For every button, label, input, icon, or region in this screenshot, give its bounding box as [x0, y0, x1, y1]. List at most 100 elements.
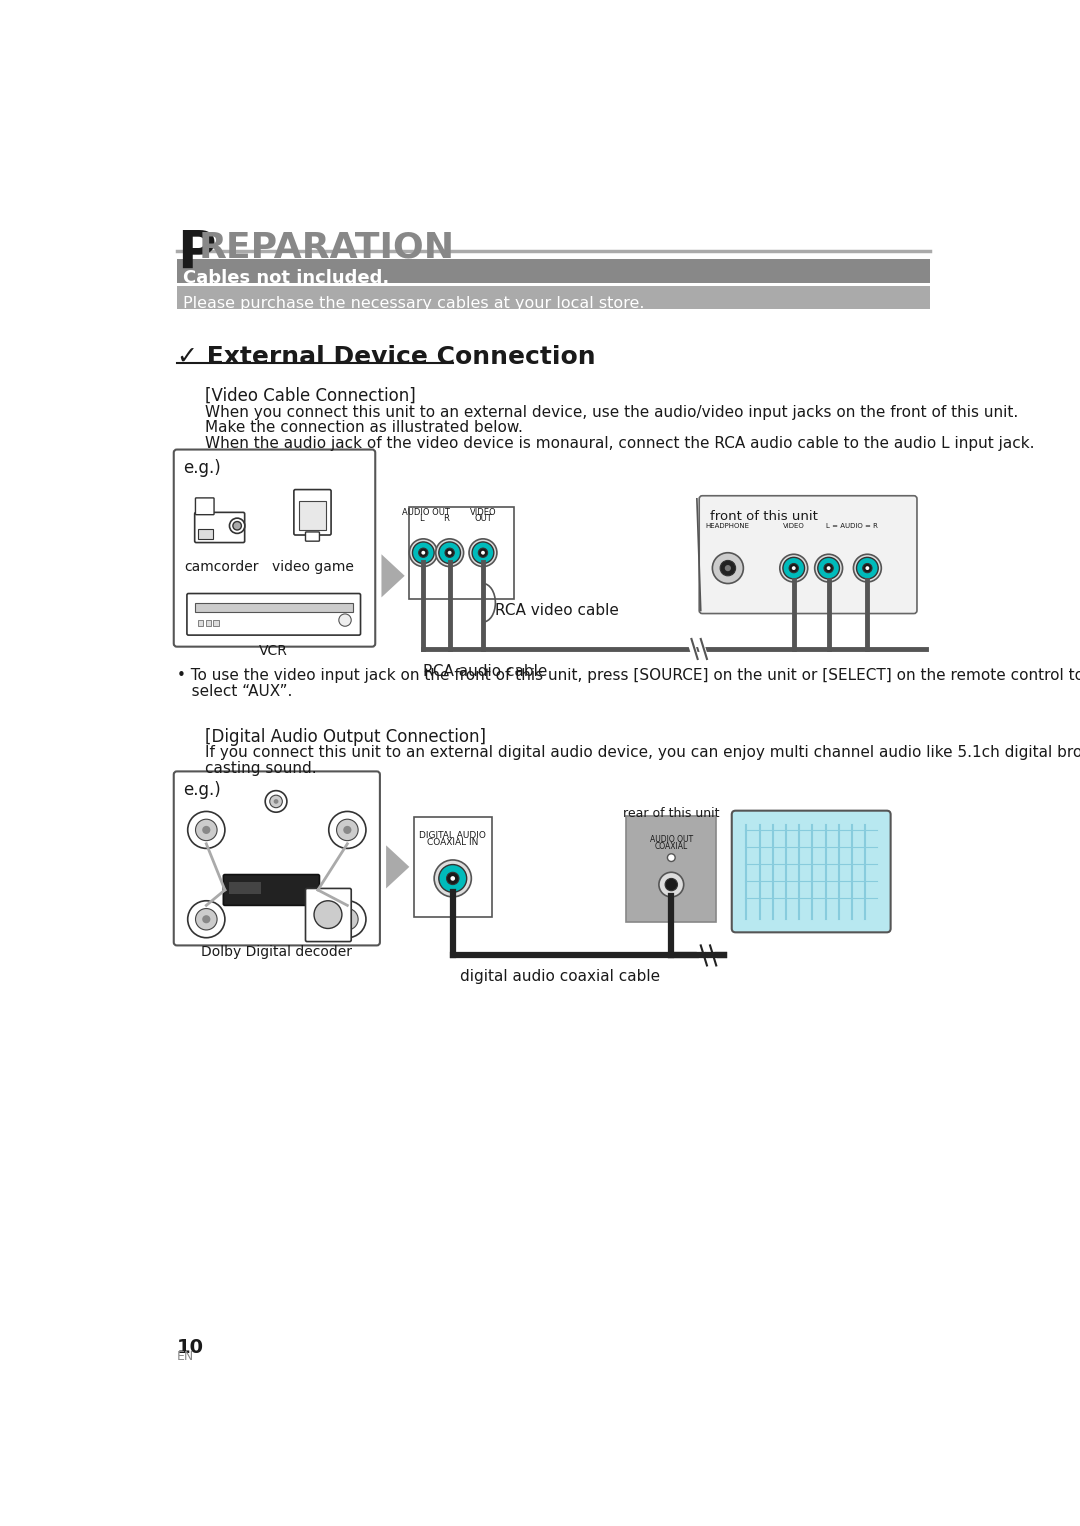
- Text: Please purchase the necessary cables at your local store.: Please purchase the necessary cables at …: [183, 296, 645, 310]
- Polygon shape: [381, 554, 405, 597]
- Circle shape: [469, 539, 497, 566]
- Polygon shape: [387, 845, 409, 888]
- Circle shape: [229, 519, 245, 534]
- Circle shape: [339, 613, 351, 626]
- Text: digital audio coaxial cable: digital audio coaxial cable: [460, 969, 661, 984]
- Circle shape: [314, 900, 342, 928]
- Text: P: P: [177, 227, 216, 279]
- Circle shape: [195, 908, 217, 929]
- Circle shape: [448, 551, 451, 554]
- Circle shape: [446, 873, 459, 885]
- Circle shape: [481, 551, 485, 554]
- Circle shape: [434, 861, 471, 897]
- Circle shape: [438, 542, 460, 563]
- Circle shape: [202, 916, 211, 923]
- Text: DIGITAL AUDIO: DIGITAL AUDIO: [419, 830, 486, 839]
- Text: REPARATION: REPARATION: [199, 230, 455, 266]
- Circle shape: [438, 865, 467, 893]
- FancyBboxPatch shape: [224, 874, 320, 905]
- Text: [Video Cable Connection]: [Video Cable Connection]: [205, 388, 416, 406]
- Circle shape: [450, 876, 455, 881]
- FancyBboxPatch shape: [294, 490, 332, 536]
- Text: When the audio jack of the video device is monaural, connect the RCA audio cable: When the audio jack of the video device …: [205, 436, 1035, 450]
- FancyBboxPatch shape: [174, 450, 375, 647]
- Circle shape: [472, 542, 494, 563]
- FancyBboxPatch shape: [198, 530, 213, 539]
- Text: VCR: VCR: [259, 644, 288, 658]
- Circle shape: [792, 566, 796, 571]
- Circle shape: [233, 522, 242, 530]
- Circle shape: [266, 790, 287, 812]
- FancyBboxPatch shape: [699, 496, 917, 613]
- FancyBboxPatch shape: [298, 501, 326, 531]
- Text: camcorder: camcorder: [185, 560, 259, 574]
- Text: RCA video cable: RCA video cable: [495, 603, 619, 618]
- Text: Cables not included.: Cables not included.: [183, 269, 389, 287]
- Text: EN: EN: [177, 1351, 194, 1363]
- Circle shape: [856, 557, 878, 578]
- Text: VIDEO: VIDEO: [783, 523, 805, 530]
- Text: COAXIAL IN: COAXIAL IN: [427, 838, 478, 847]
- Circle shape: [826, 566, 831, 571]
- FancyBboxPatch shape: [177, 285, 930, 308]
- Text: When you connect this unit to an external device, use the audio/video input jack: When you connect this unit to an externa…: [205, 404, 1018, 420]
- FancyBboxPatch shape: [229, 882, 261, 894]
- Circle shape: [814, 554, 842, 581]
- Circle shape: [725, 565, 731, 571]
- Circle shape: [343, 916, 351, 923]
- Circle shape: [337, 819, 359, 841]
- FancyBboxPatch shape: [732, 810, 891, 932]
- Text: L = AUDIO = R: L = AUDIO = R: [826, 523, 878, 530]
- FancyBboxPatch shape: [213, 621, 218, 626]
- Text: • To use the video input jack on the front of this unit, press [SOURCE] on the u: • To use the video input jack on the fro…: [177, 668, 1080, 684]
- Circle shape: [328, 812, 366, 848]
- Circle shape: [824, 563, 834, 572]
- Text: rear of this unit: rear of this unit: [623, 807, 719, 819]
- Text: ✓ External Device Connection: ✓ External Device Connection: [177, 345, 595, 369]
- Circle shape: [270, 795, 282, 807]
- FancyBboxPatch shape: [174, 772, 380, 946]
- Text: 10: 10: [177, 1338, 204, 1357]
- Text: AUDIO OUT: AUDIO OUT: [650, 835, 693, 844]
- Text: video game: video game: [271, 560, 353, 574]
- Text: e.g.): e.g.): [183, 459, 220, 476]
- Text: front of this unit: front of this unit: [710, 510, 818, 522]
- Circle shape: [863, 563, 872, 572]
- Text: Dolby Digital decoder: Dolby Digital decoder: [201, 945, 352, 958]
- Text: Make the connection as illustrated below.: Make the connection as illustrated below…: [205, 420, 523, 435]
- Circle shape: [188, 812, 225, 848]
- Text: e.g.): e.g.): [183, 781, 220, 798]
- FancyBboxPatch shape: [626, 816, 716, 922]
- FancyBboxPatch shape: [194, 603, 353, 612]
- Circle shape: [853, 554, 881, 581]
- Circle shape: [202, 826, 211, 835]
- Circle shape: [665, 879, 677, 891]
- Circle shape: [478, 548, 488, 557]
- FancyBboxPatch shape: [194, 513, 245, 543]
- Text: casting sound.: casting sound.: [205, 760, 316, 775]
- Circle shape: [780, 554, 808, 581]
- FancyBboxPatch shape: [205, 621, 211, 626]
- Circle shape: [818, 557, 839, 578]
- Text: RCA audio cable: RCA audio cable: [423, 664, 548, 679]
- Text: OUT: OUT: [474, 514, 491, 523]
- Circle shape: [413, 542, 434, 563]
- FancyBboxPatch shape: [195, 497, 214, 514]
- FancyBboxPatch shape: [306, 533, 320, 542]
- Circle shape: [667, 853, 675, 862]
- Circle shape: [421, 551, 426, 554]
- Circle shape: [445, 548, 455, 557]
- FancyBboxPatch shape: [306, 888, 351, 942]
- FancyBboxPatch shape: [177, 258, 930, 284]
- Circle shape: [783, 557, 805, 578]
- Text: L: L: [419, 514, 423, 523]
- Circle shape: [409, 539, 437, 566]
- Text: VIDEO: VIDEO: [470, 508, 497, 517]
- FancyBboxPatch shape: [187, 594, 361, 635]
- Text: If you connect this unit to an external digital audio device, you can enjoy mult: If you connect this unit to an external …: [205, 745, 1080, 760]
- Circle shape: [720, 560, 735, 575]
- Circle shape: [865, 566, 869, 571]
- FancyBboxPatch shape: [414, 816, 491, 917]
- FancyBboxPatch shape: [409, 507, 514, 598]
- Circle shape: [419, 548, 428, 557]
